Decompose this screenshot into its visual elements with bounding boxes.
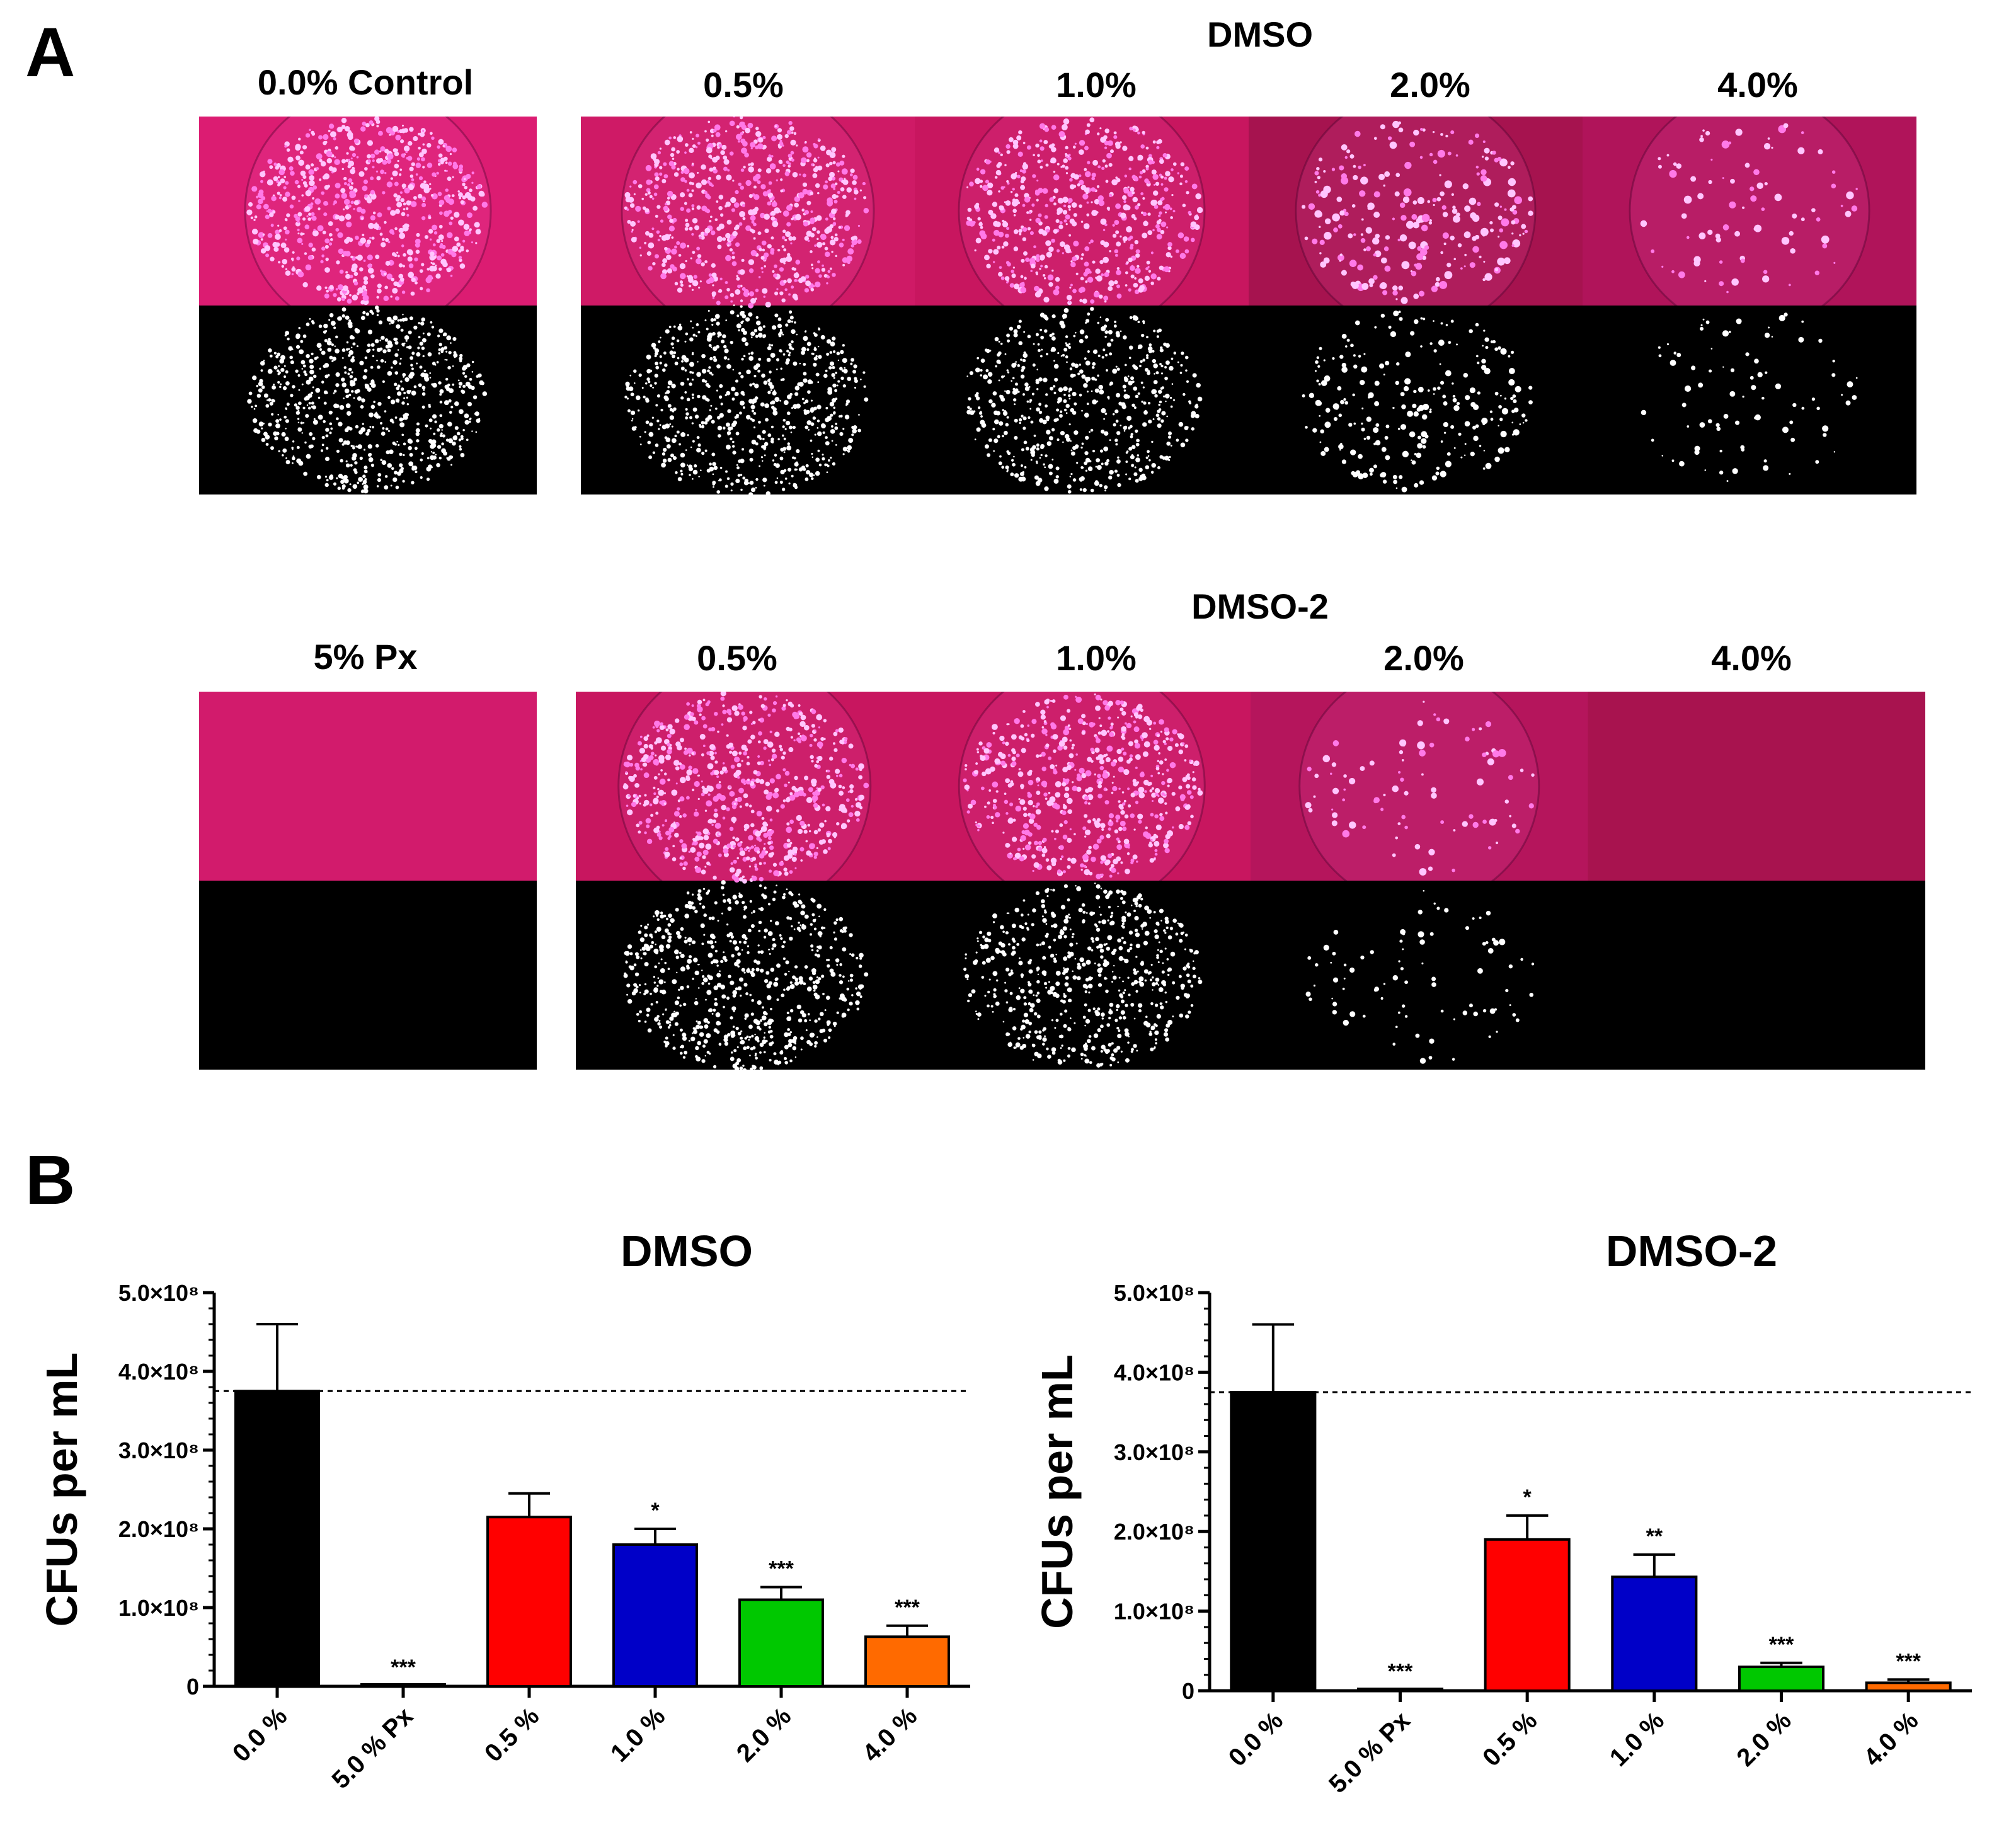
chart-dmso2: DMSO-2 CFUs per mL 0 1.0×10⁸ 2.0×10⁸ 3.0×10⁸ 4… [1021,1216,2003,1835]
x-tick-label: 0.0 % [227,1702,292,1767]
colony-dots [624,117,869,309]
significance-label: * [651,1499,660,1523]
bar [1230,1391,1317,1692]
colony-mask-dots [963,883,1203,1068]
row1-conc-label: 4.0% [1717,65,1798,105]
y-tick-label: 3.0×10⁸ [118,1438,199,1463]
x-tick-label: 0.5 % [1477,1706,1542,1771]
y-tick-label: 2.0×10⁸ [118,1516,199,1542]
colony-mask-dots [247,306,488,494]
plate-background [199,117,537,306]
x-tick-label: 5.0 % Px [326,1702,418,1794]
plate-threshold-background [1583,306,1916,494]
y-tick-label: 4.0×10⁸ [118,1359,199,1385]
y-tick-label: 3.0×10⁸ [1114,1439,1194,1465]
bar [864,1635,950,1688]
significance-label: *** [1388,1660,1413,1684]
row2-group-label: DMSO-2 [1191,586,1329,626]
plate-threshold-background [581,306,915,494]
colony-dots [622,692,869,884]
colony-dots [1305,700,1535,876]
bar [486,1516,572,1688]
bar [234,1390,320,1688]
panel-a-letter: A [25,14,76,91]
bar [1356,1688,1444,1692]
significance-label: *** [1896,1649,1921,1673]
colony-mask-dots [1641,312,1858,483]
bar [360,1683,446,1688]
row2-conc-label: 2.0% [1383,638,1464,678]
bar [1738,1666,1825,1693]
plate-background [199,692,537,881]
chart-dmso: DMSO CFUs per mL 0 1.0×10⁸ 2.0×10⁸ 3.0×10⁸ 4.0… [25,1216,1008,1835]
y-axis-label: CFUs per mL [1033,1354,1082,1629]
colony-mask-dots [1305,889,1535,1064]
y-tick-label: 1.0×10⁸ [118,1595,199,1621]
row1-conc-label: 0.5% [703,65,784,105]
x-tick-label: 2.0 % [731,1702,796,1767]
y-tick-label: 2.0×10⁸ [1114,1519,1194,1545]
plate-threshold-background [1588,881,1925,1070]
bar [1865,1681,1952,1692]
colony-mask-dots [966,307,1203,494]
chart-title: DMSO [621,1226,753,1276]
significance-label: *** [769,1557,794,1581]
plate-threshold-background [199,306,537,494]
row2-conc-label: 0.5% [697,638,777,678]
colony-mask-dots [623,880,869,1070]
panel-b-letter: B [25,1141,76,1219]
x-tick-label: 4.0 % [1858,1706,1923,1771]
row2-treatment-images [576,692,1925,1070]
chart-dmso2-svg: DMSO-2 CFUs per mL 0 1.0×10⁸ 2.0×10⁸ 3.0×10⁸ 4… [1033,1226,1972,1798]
colony-dots [966,117,1203,306]
y-tick-label: 5.0×10⁸ [118,1280,199,1306]
x-tick-label: 1.0 % [1605,1706,1670,1771]
y-tick-label: 4.0×10⁸ [1114,1359,1194,1385]
row1-control-image [199,117,537,494]
chart-title: DMSO-2 [1606,1226,1777,1276]
row1-control-label: 0.0% Control [257,62,474,102]
colony-dots [1640,123,1858,294]
plate-threshold-background [1249,306,1583,494]
x-tick-label: 5.0 % Px [1324,1706,1416,1798]
bar [1611,1575,1698,1692]
significance-label: *** [1769,1633,1794,1657]
significance-label: ** [1646,1524,1663,1548]
plate-background [1583,117,1916,306]
row1-conc-label: 1.0% [1056,65,1137,105]
significance-label: * [1523,1485,1532,1509]
significance-label: *** [895,1596,920,1620]
significance-label: *** [391,1655,416,1679]
row2-conc-label: 4.0% [1711,638,1792,678]
y-axis-label: CFUs per mL [37,1352,86,1627]
plate-threshold-background [199,881,537,1070]
x-tick-label: 4.0 % [857,1702,922,1767]
row1-group-label: DMSO [1207,14,1313,54]
colony-mask-dots [624,304,869,494]
plate-threshold-background [1251,881,1588,1070]
row2-control-image [199,692,537,1070]
y-tick-label: 5.0×10⁸ [1114,1280,1194,1306]
x-tick-label: 0.0 % [1223,1706,1288,1771]
colony-mask-dots [1302,311,1533,493]
bar [1484,1538,1571,1693]
row2-control-label: 5% Px [313,637,418,677]
row1-conc-label: 2.0% [1390,65,1470,105]
colony-dots [963,693,1203,879]
x-tick-label: 2.0 % [1731,1706,1796,1771]
x-tick-label: 1.0 % [605,1702,670,1767]
row1-treatment-images [581,117,1916,494]
bar [612,1543,698,1688]
row2-conc-label: 1.0% [1056,638,1137,678]
plate-background [1588,692,1925,881]
colony-dots [246,117,488,306]
y-tick-label: 1.0×10⁸ [1114,1599,1194,1625]
x-tick-label: 0.5 % [479,1702,544,1767]
colony-dots [1302,120,1533,304]
bar [738,1598,824,1688]
y-tick-label: 0 [186,1674,199,1700]
y-tick-label: 0 [1182,1678,1194,1704]
chart-dmso-svg: DMSO CFUs per mL 0 1.0×10⁸ 2.0×10⁸ 3.0×10⁸ 4.0… [37,1226,970,1794]
